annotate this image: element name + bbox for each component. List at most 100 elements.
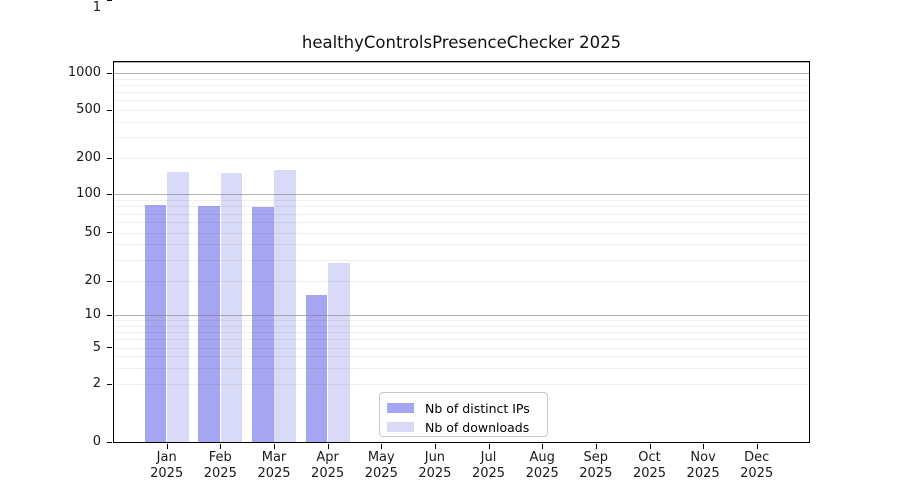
y-tick-label-20: 20 xyxy=(84,273,101,288)
legend-label-nb-of-downloads: Nb of downloads xyxy=(425,419,530,435)
bar-nb-of-distinct-ips-mar xyxy=(251,207,274,442)
x-tick-label-dec: Dec 2025 xyxy=(717,450,797,481)
x-tick-label-jun: Jun 2025 xyxy=(395,450,475,481)
x-tick-year-dec: 2025 xyxy=(740,465,774,481)
legend-label-nb-of-distinct-ips: Nb of distinct IPs xyxy=(425,400,530,416)
y-tick-mark-1 xyxy=(107,0,112,1)
x-tick-year-apr: 2025 xyxy=(311,465,345,481)
x-tick-mark-feb xyxy=(220,444,222,449)
gridline-minor-600 xyxy=(114,100,809,102)
bar-nb-of-downloads-jan xyxy=(167,172,189,442)
gridline-minor-500 xyxy=(114,110,809,111)
gridline-minor-20 xyxy=(114,281,809,282)
gridline-minor-60 xyxy=(114,222,809,224)
gridline-minor-400 xyxy=(114,121,809,123)
gridline-minor-6 xyxy=(114,339,809,340)
y-tick-label-5: 5 xyxy=(92,339,101,355)
gridline-minor-90 xyxy=(114,199,809,201)
gridline-minor-5 xyxy=(114,347,809,349)
bars-layer xyxy=(114,62,809,442)
x-tick-month-jul: Jul xyxy=(480,450,497,465)
gridline-minor-900 xyxy=(114,78,809,80)
y-tick-mark-1000 xyxy=(107,72,112,74)
x-tick-label-oct: Oct 2025 xyxy=(610,450,690,481)
x-tick-month-mar: Mar xyxy=(261,450,287,465)
gridline-minor-8 xyxy=(114,325,809,327)
y-tick-label-50: 50 xyxy=(84,224,101,240)
y-tick-label-0: 0 xyxy=(92,434,101,449)
x-tick-month-sep: Sep xyxy=(583,450,609,465)
gridline-minor-3 xyxy=(114,367,809,369)
x-tick-month-jun: Jun xyxy=(424,450,446,465)
gridline-minor-30 xyxy=(114,259,809,261)
x-tick-year-jan: 2025 xyxy=(150,465,184,481)
bar-nb-of-distinct-ips-jan xyxy=(144,205,167,442)
y-tick-mark-2 xyxy=(107,383,112,385)
y-tick-mark-100 xyxy=(107,193,112,195)
y-tick-label-1: 1 xyxy=(92,0,101,15)
x-tick-mark-jan xyxy=(166,444,168,449)
legend-swatch-nb-of-distinct-ips xyxy=(387,403,414,413)
y-tick-label-2: 2 xyxy=(92,376,101,391)
bar-nb-of-downloads-apr xyxy=(328,263,350,442)
x-tick-month-may: May xyxy=(367,450,395,465)
gridline-major-10 xyxy=(114,315,809,316)
bar-nb-of-downloads-feb xyxy=(220,173,243,442)
y-tick-mark-200 xyxy=(107,157,112,159)
x-tick-label-jul: Jul 2025 xyxy=(449,450,529,481)
x-tick-label-aug: Aug 2025 xyxy=(502,450,582,481)
gridline-minor-7 xyxy=(114,331,809,333)
x-tick-label-jan: Jan 2025 xyxy=(127,450,207,481)
x-tick-year-feb: 2025 xyxy=(203,465,237,481)
x-tick-label-feb: Feb 2025 xyxy=(180,450,260,481)
gridline-minor-700 xyxy=(114,92,809,93)
x-tick-year-sep: 2025 xyxy=(579,465,613,481)
x-tick-year-oct: 2025 xyxy=(632,465,667,481)
bar-nb-of-downloads-mar xyxy=(274,169,296,442)
gridline-minor-40 xyxy=(114,244,809,246)
y-tick-mark-50 xyxy=(107,232,112,233)
x-tick-mark-oct xyxy=(649,444,651,449)
x-tick-year-jul: 2025 xyxy=(471,465,506,481)
x-tick-label-sep: Sep 2025 xyxy=(556,450,636,481)
x-tick-label-mar: Mar 2025 xyxy=(234,450,314,481)
x-tick-month-feb: Feb xyxy=(208,450,232,465)
x-tick-label-may: May 2025 xyxy=(341,450,421,481)
gridline-minor-800 xyxy=(114,84,809,86)
x-tick-mark-jul xyxy=(488,444,490,449)
x-tick-month-apr: Apr xyxy=(316,450,339,465)
gridline-major-1 xyxy=(114,62,809,63)
x-tick-mark-may xyxy=(381,444,383,449)
gridline-minor-300 xyxy=(114,136,809,138)
x-tick-year-aug: 2025 xyxy=(525,465,559,481)
gridlines-layer xyxy=(114,62,809,442)
x-tick-year-mar: 2025 xyxy=(257,465,291,481)
x-tick-year-nov: 2025 xyxy=(686,465,720,481)
x-tick-month-oct: Oct xyxy=(638,450,661,465)
x-tick-month-dec: Dec xyxy=(744,450,770,465)
x-tick-mark-apr xyxy=(327,444,329,449)
y-tick-mark-500 xyxy=(107,109,112,111)
y-tick-mark-0 xyxy=(107,441,112,443)
x-tick-label-nov: Nov 2025 xyxy=(663,450,743,481)
plot-area: Nb of distinct IPs Nb of downloads xyxy=(113,61,810,443)
gridline-minor-2 xyxy=(114,384,809,385)
bar-nb-of-distinct-ips-apr xyxy=(305,295,328,442)
gridline-minor-9 xyxy=(114,319,809,321)
gridline-minor-80 xyxy=(114,206,809,208)
chart-title: healthyControlsPresenceChecker 2025 xyxy=(301,33,622,52)
x-tick-mark-sep xyxy=(595,444,597,449)
legend: Nb of distinct IPs Nb of downloads xyxy=(379,392,548,437)
gridline-minor-4 xyxy=(114,356,809,358)
bar-nb-of-distinct-ips-feb xyxy=(198,205,220,442)
x-tick-mark-mar xyxy=(274,444,275,449)
x-tick-year-may: 2025 xyxy=(364,465,398,481)
x-tick-mark-jun xyxy=(434,444,436,449)
y-tick-mark-20 xyxy=(107,280,112,282)
x-tick-month-aug: Aug xyxy=(529,450,555,465)
legend-swatch-nb-of-downloads xyxy=(387,422,414,432)
gridline-minor-50 xyxy=(114,232,809,234)
y-tick-label-500: 500 xyxy=(76,102,101,117)
x-tick-year-jun: 2025 xyxy=(418,465,452,481)
